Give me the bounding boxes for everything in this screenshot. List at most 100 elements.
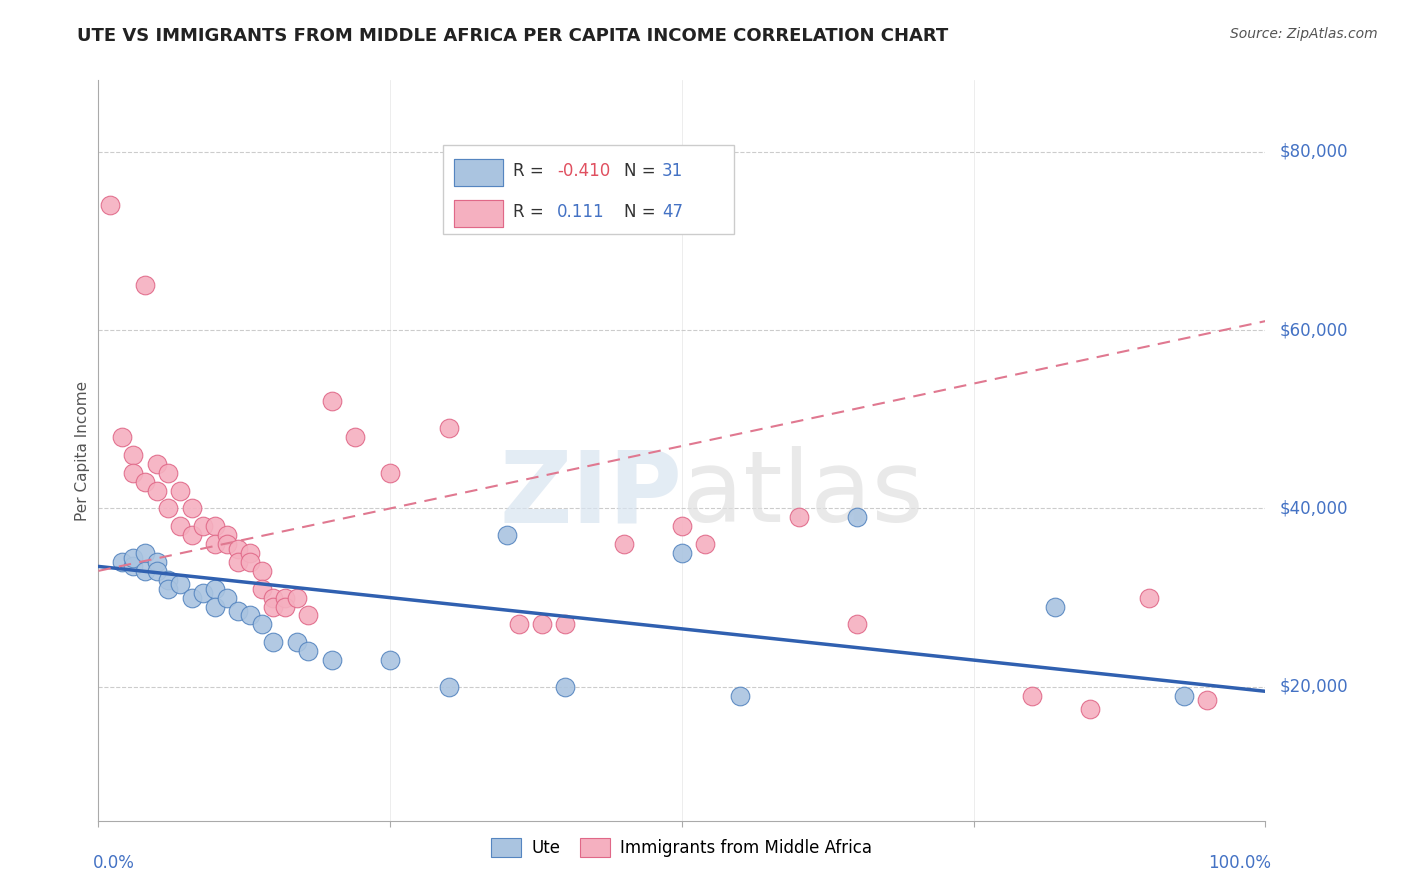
FancyBboxPatch shape	[454, 200, 503, 227]
Point	[204, 537, 226, 551]
Point	[1173, 689, 1195, 703]
Text: atlas: atlas	[682, 446, 924, 543]
Point	[262, 635, 284, 649]
Text: $40,000: $40,000	[1279, 500, 1348, 517]
Point	[262, 599, 284, 614]
Point	[1195, 693, 1218, 707]
Point	[122, 466, 145, 480]
Point	[180, 591, 202, 605]
Point	[496, 528, 519, 542]
Point	[215, 528, 238, 542]
Point	[380, 653, 402, 667]
Point	[321, 394, 343, 409]
Point	[180, 528, 202, 542]
Point	[274, 591, 297, 605]
Point	[787, 510, 810, 524]
Point	[228, 555, 250, 569]
Point	[204, 582, 226, 596]
Point	[285, 635, 308, 649]
Point	[297, 608, 319, 623]
Point	[122, 559, 145, 574]
Text: ZIP: ZIP	[499, 446, 682, 543]
Point	[730, 689, 752, 703]
FancyBboxPatch shape	[454, 160, 503, 186]
Point	[344, 430, 367, 444]
Point	[285, 591, 308, 605]
Point	[380, 466, 402, 480]
Point	[146, 483, 169, 498]
Point	[134, 278, 156, 293]
Point	[111, 555, 134, 569]
Point	[146, 555, 169, 569]
Text: $20,000: $20,000	[1279, 678, 1348, 696]
Point	[1080, 702, 1102, 716]
Point	[1045, 599, 1067, 614]
Point	[239, 546, 262, 560]
Point	[228, 604, 250, 618]
Point	[530, 617, 553, 632]
Text: N =: N =	[623, 203, 661, 221]
Point	[671, 546, 693, 560]
Point	[157, 573, 180, 587]
Point	[274, 599, 297, 614]
Point	[1021, 689, 1043, 703]
Point	[846, 510, 869, 524]
Point	[98, 198, 121, 212]
Text: 0.0%: 0.0%	[93, 854, 135, 872]
Point	[169, 577, 191, 591]
Point	[134, 475, 156, 489]
Point	[671, 519, 693, 533]
Point	[215, 591, 238, 605]
Text: $60,000: $60,000	[1279, 321, 1348, 339]
Point	[169, 519, 191, 533]
Point	[613, 537, 636, 551]
Point	[134, 546, 156, 560]
Point	[554, 617, 576, 632]
Text: 47: 47	[662, 203, 683, 221]
Point	[250, 617, 273, 632]
Point	[122, 550, 145, 565]
Point	[146, 564, 169, 578]
Point	[204, 599, 226, 614]
Point	[193, 586, 215, 600]
Point	[508, 617, 530, 632]
Text: 31: 31	[662, 162, 683, 180]
Point	[846, 617, 869, 632]
Point	[437, 680, 460, 694]
Point	[122, 448, 145, 462]
Text: R =: R =	[513, 203, 548, 221]
Point	[146, 457, 169, 471]
Text: UTE VS IMMIGRANTS FROM MIDDLE AFRICA PER CAPITA INCOME CORRELATION CHART: UTE VS IMMIGRANTS FROM MIDDLE AFRICA PER…	[77, 27, 949, 45]
Point	[134, 564, 156, 578]
Point	[111, 430, 134, 444]
Point	[1137, 591, 1160, 605]
Point	[180, 501, 202, 516]
Point	[321, 653, 343, 667]
Point	[157, 466, 180, 480]
Text: 100.0%: 100.0%	[1208, 854, 1271, 872]
Text: Source: ZipAtlas.com: Source: ZipAtlas.com	[1230, 27, 1378, 41]
Point	[204, 519, 226, 533]
Point	[262, 591, 284, 605]
Point	[437, 421, 460, 435]
Point	[250, 564, 273, 578]
Point	[157, 582, 180, 596]
Point	[169, 483, 191, 498]
Point	[239, 608, 262, 623]
Legend: Ute, Immigrants from Middle Africa: Ute, Immigrants from Middle Africa	[485, 831, 879, 864]
Text: R =: R =	[513, 162, 548, 180]
FancyBboxPatch shape	[443, 145, 734, 235]
Point	[228, 541, 250, 556]
Point	[297, 644, 319, 658]
Point	[239, 555, 262, 569]
Y-axis label: Per Capita Income: Per Capita Income	[75, 380, 90, 521]
Point	[193, 519, 215, 533]
Point	[157, 501, 180, 516]
Text: -0.410: -0.410	[557, 162, 610, 180]
Text: N =: N =	[623, 162, 661, 180]
Text: $80,000: $80,000	[1279, 143, 1348, 161]
Point	[250, 582, 273, 596]
Point	[215, 537, 238, 551]
Point	[695, 537, 717, 551]
Text: 0.111: 0.111	[557, 203, 605, 221]
